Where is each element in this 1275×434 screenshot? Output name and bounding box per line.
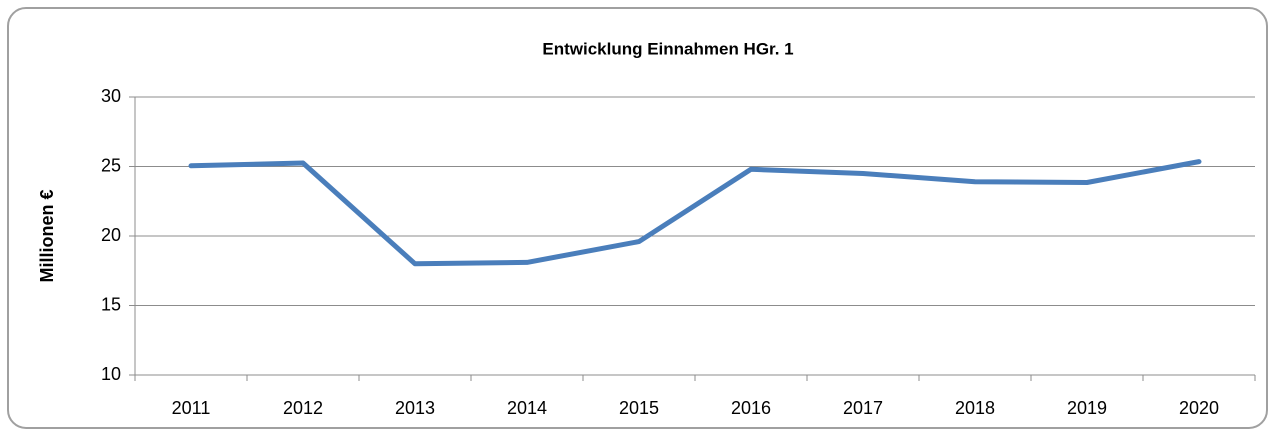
line: [188, 159, 1202, 267]
x-tick-label: 2017: [843, 398, 883, 418]
x-tick-label: 2018: [955, 398, 995, 418]
x-tick-label: 2016: [731, 398, 771, 418]
x-tick-label: 2015: [619, 398, 659, 418]
x-tick-label: 2020: [1179, 398, 1219, 418]
y-tick-label: 30: [101, 86, 121, 106]
x-tick-label: 2014: [507, 398, 547, 418]
x-tick-label: 2011: [172, 398, 211, 418]
y-tick-label: 15: [101, 294, 121, 314]
x-tick-label: 2019: [1067, 398, 1107, 418]
chart-frame: [7, 7, 1268, 429]
y-axis-label: Millionen €: [37, 189, 57, 282]
chart-title: Entwicklung Einnahmen HGr. 1: [542, 39, 793, 58]
y-tick-label: 25: [101, 155, 121, 175]
x-tick-label: 2012: [283, 398, 323, 418]
y-tick-label: 10: [101, 364, 121, 384]
x-tick-label: 2013: [395, 398, 435, 418]
y-tick-label: 20: [101, 225, 121, 245]
